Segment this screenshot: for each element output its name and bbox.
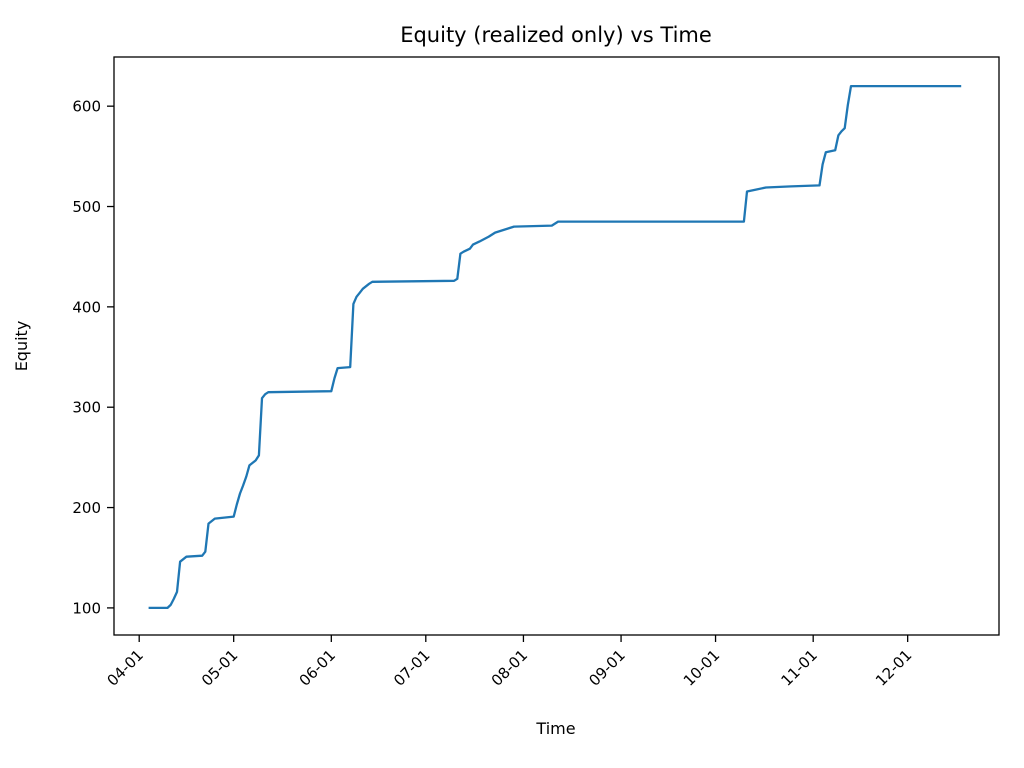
- x-tick-label: 11-01: [777, 646, 821, 690]
- plot-border: [113, 56, 1000, 636]
- y-axis-label: Equity: [12, 321, 31, 372]
- x-tick-label: 08-01: [488, 646, 532, 690]
- equity-line-series: [148, 84, 962, 610]
- y-tick-label: 400: [72, 298, 101, 316]
- x-tick-label: 10-01: [680, 646, 724, 690]
- x-tick-label: 05-01: [198, 646, 242, 690]
- chart-title: Equity (realized only) vs Time: [400, 23, 712, 47]
- x-tick-label: 06-01: [296, 646, 340, 690]
- x-tick-label: 12-01: [872, 646, 916, 690]
- y-tick-label: 300: [72, 399, 101, 417]
- y-tick-label: 200: [72, 499, 101, 517]
- y-tick-label: 500: [72, 198, 101, 216]
- y-tick-label: 600: [72, 98, 101, 116]
- plot-area: [114, 57, 999, 635]
- x-tick-label: 07-01: [390, 646, 434, 690]
- x-axis-label: Time: [535, 719, 575, 738]
- x-tick-label: 09-01: [585, 646, 629, 690]
- y-axis-ticks: 100 200 300 400 500 600: [72, 98, 114, 617]
- y-tick-label: 100: [72, 599, 101, 617]
- x-axis-ticks: 04-01 05-01 06-01 07-01 08-01 09-01 10-01 11-01…: [103, 635, 915, 690]
- x-tick-label: 04-01: [103, 646, 147, 690]
